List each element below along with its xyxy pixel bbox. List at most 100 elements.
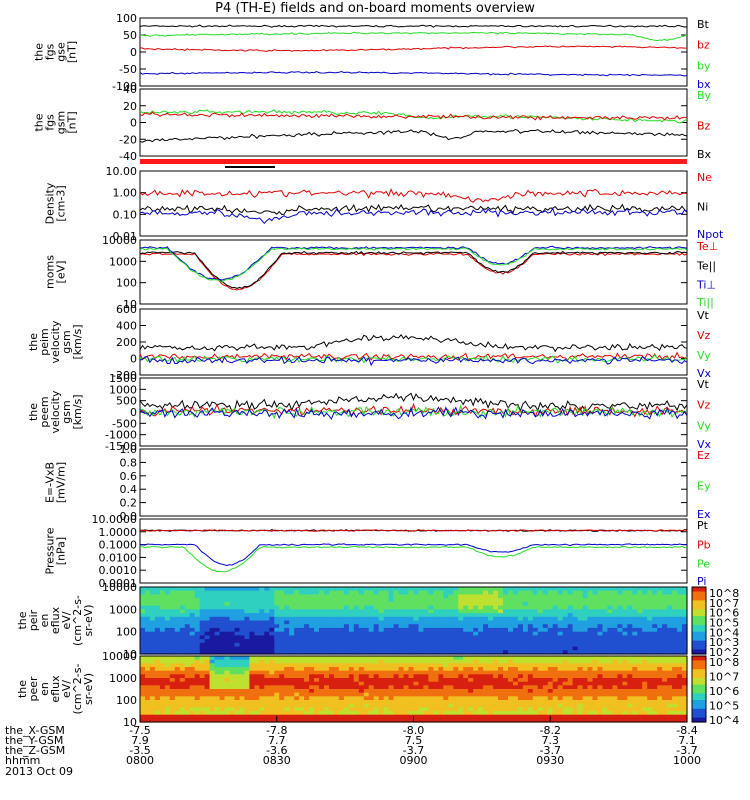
heatmap-cell (597, 587, 604, 592)
heatmap-cell (612, 700, 618, 705)
heatmap-cell (642, 624, 648, 629)
heatmap-cell (393, 674, 400, 679)
heatmap-cell (552, 696, 559, 701)
heatmap-cell (408, 646, 415, 651)
heatmap-cell (498, 590, 504, 595)
heatmap-cell (329, 613, 335, 618)
heatmap-cell (244, 663, 250, 668)
heatmap-cell (582, 635, 589, 640)
heatmap-cell (154, 590, 161, 595)
heatmap-cell (149, 609, 156, 614)
heatmap-cell (652, 616, 658, 622)
heatmap-cell (537, 605, 544, 610)
heatmap-cell (184, 590, 191, 595)
heatmap-cell (309, 639, 315, 644)
heatmap-cell (527, 627, 534, 633)
heatmap-cell (413, 707, 420, 712)
heatmap-cell (284, 692, 290, 697)
heatmap-cell (438, 646, 444, 651)
heatmap-cell (517, 674, 524, 679)
heatmap-cell (209, 667, 216, 672)
heatmap-cell (214, 692, 221, 697)
heatmap-cell (169, 670, 176, 675)
heatmap-cell (473, 700, 479, 705)
series-Te|| (139, 250, 688, 289)
panel-frame (139, 586, 688, 655)
heatmap-cell (592, 659, 599, 664)
heatmap-cell (383, 692, 390, 697)
heatmap-cell (244, 646, 250, 651)
heatmap-cell (358, 700, 365, 705)
heatmap-cell (493, 703, 499, 708)
heatmap-cell (647, 674, 653, 679)
heatmap-cell (279, 681, 285, 686)
heatmap-cell (388, 594, 395, 599)
heatmap-cell (358, 659, 365, 664)
heatmap-cell (383, 616, 390, 622)
heatmap-cell (607, 613, 613, 618)
heatmap-cell (304, 685, 310, 690)
heatmap-cell (667, 678, 673, 683)
heatmap-cell (587, 685, 594, 690)
heatmap-cell (622, 605, 628, 610)
heatmap-cell (289, 659, 295, 664)
heatmap-cell (229, 639, 236, 644)
heatmap-cell (652, 667, 658, 672)
heatmap-cell (229, 696, 236, 701)
heatmap-cell (642, 692, 648, 697)
heatmap-cell (174, 601, 181, 607)
heatmap-cell (353, 631, 360, 636)
heatmap-cell (145, 601, 151, 607)
heatmap-cell (522, 616, 529, 622)
heatmap-cell (622, 620, 628, 625)
heatmap-cell (154, 605, 161, 610)
heatmap-cell (667, 692, 673, 697)
heatmap-cell (159, 616, 166, 622)
heatmap-cell (637, 613, 643, 618)
heatmap-cell (468, 605, 474, 610)
heatmap-cell (353, 714, 360, 719)
heatmap-cell (309, 696, 315, 701)
heatmap-cell (478, 642, 484, 648)
heatmap-cell (677, 689, 683, 694)
heatmap-cell (184, 613, 191, 618)
heatmap-cell (443, 587, 449, 592)
heatmap-cell (159, 718, 166, 723)
heatmap-cell (164, 696, 171, 701)
heatmap-cell (189, 635, 196, 640)
heatmap-cell (249, 605, 255, 610)
heatmap-cell (448, 650, 454, 655)
heatmap-cell (194, 711, 201, 716)
heatmap-cell (552, 627, 559, 633)
heatmap-cell (592, 624, 599, 629)
heatmap-cell (498, 678, 504, 683)
heatmap-cell (597, 692, 604, 697)
heatmap-cell (164, 601, 171, 607)
heatmap-cell (393, 605, 400, 610)
heatmap-cell (493, 696, 499, 701)
heatmap-cell (309, 678, 315, 683)
heatmap-cell (204, 616, 211, 622)
heatmap-cell (383, 674, 390, 679)
heatmap-cell (557, 631, 564, 636)
heatmap-cell (542, 627, 549, 633)
heatmap-cell (508, 689, 514, 694)
heatmap-cell (368, 631, 375, 636)
heatmap-cell (508, 674, 514, 679)
heatmap-cell (483, 587, 489, 592)
heatmap-cell (324, 711, 330, 716)
heatmap-cell (304, 667, 310, 672)
heatmap-cell (140, 678, 146, 683)
heatmap-cell (204, 703, 211, 708)
heatmap-cell (483, 711, 489, 716)
heatmap-cell (378, 718, 385, 723)
heatmap-cell (562, 609, 569, 614)
heatmap-cell (428, 689, 434, 694)
heatmap-cell (672, 624, 678, 629)
heatmap-cell (513, 703, 519, 708)
heatmap-cell (279, 616, 285, 622)
heatmap-cell (483, 667, 489, 672)
heatmap-cell (393, 685, 400, 690)
heatmap-cell (517, 601, 524, 607)
